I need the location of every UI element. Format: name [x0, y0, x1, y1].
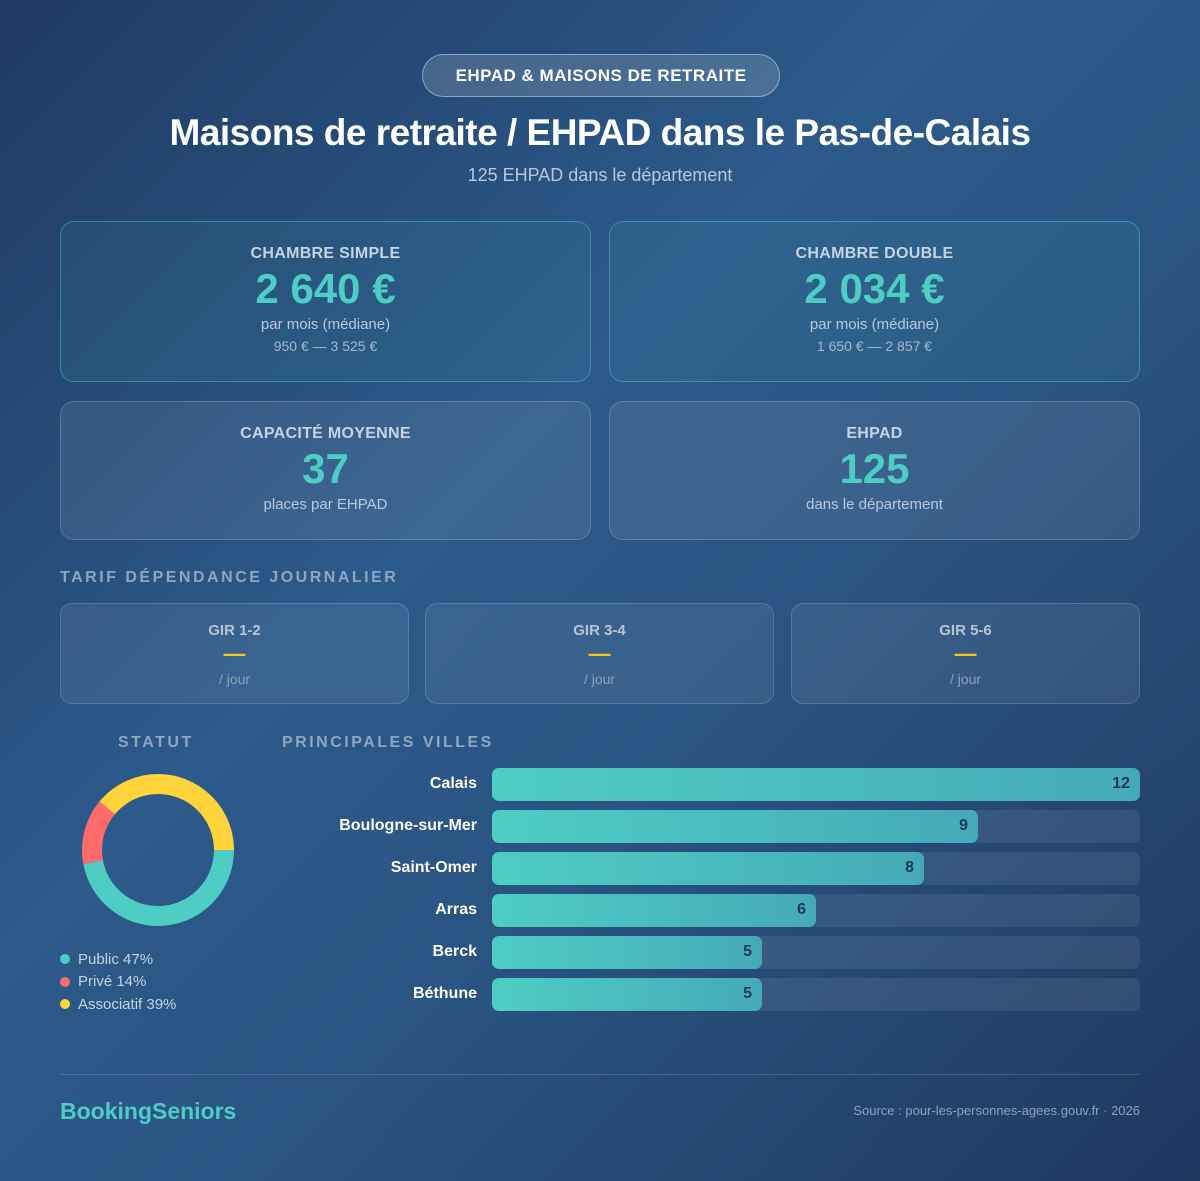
- gir-card-3-4: GIR 3-4 — / jour: [425, 603, 774, 704]
- gir-unit: / jour: [218, 671, 251, 687]
- legend-dot: [60, 999, 70, 1010]
- card-value: 2 640 €: [255, 265, 396, 312]
- bar-value-label: 6: [797, 901, 806, 918]
- card-sub: par mois (médiane): [260, 316, 391, 333]
- bar: 12: [492, 768, 1140, 801]
- bar-value-label: 5: [743, 985, 752, 1002]
- card-value: 37: [302, 445, 349, 492]
- footer-divider: [60, 1074, 1140, 1075]
- card-sub: dans le département: [806, 496, 943, 513]
- bar: 9: [492, 810, 978, 843]
- card-ehpad-count: EHPAD 125 dans le département: [609, 401, 1140, 540]
- gir-unit: / jour: [949, 671, 982, 687]
- card-capacite: CAPACITÉ MOYENNE 37 places par EHPAD: [60, 401, 591, 540]
- card-label: CHAMBRE DOUBLE: [795, 245, 954, 262]
- bar-row: Arras 6: [282, 894, 1140, 927]
- card-chambre-simple: CHAMBRE SIMPLE 2 640 € par mois (médiane…: [60, 221, 591, 382]
- brand-logo: BookingSeniors: [60, 1098, 237, 1124]
- bar-track: 8: [492, 852, 1140, 885]
- card-range: 1 650 € — 2 857 €: [816, 338, 933, 354]
- gir-value: —: [588, 641, 611, 666]
- donut-slice-associatif: [82, 774, 234, 926]
- card-sub: par mois (médiane): [809, 316, 940, 333]
- bar-row: Boulogne-sur-Mer 9: [282, 810, 1140, 843]
- donut-slice-privé: [82, 774, 234, 926]
- bar-category-label: Boulogne-sur-Mer: [339, 817, 477, 834]
- card-chambre-double: CHAMBRE DOUBLE 2 034 € par mois (médiane…: [609, 221, 1140, 382]
- gir-label: GIR 5-6: [939, 622, 992, 639]
- bar-track: 6: [492, 894, 1140, 927]
- gir-card-5-6: GIR 5-6 — / jour: [791, 603, 1140, 704]
- legend-label: Associatif 39%: [78, 995, 177, 1013]
- bar: 6: [492, 894, 816, 927]
- bar-track: 5: [492, 978, 1140, 1011]
- bar-category-label: Béthune: [413, 985, 477, 1002]
- statut-legend: Public 47% Privé 14% Associatif 39%: [60, 948, 176, 1016]
- bar-category-label: Saint-Omer: [390, 859, 477, 876]
- category-badge: EHPAD & MAISONS DE RETRAITE: [422, 54, 780, 97]
- legend-item: Public 47%: [60, 948, 176, 971]
- bar: 8: [492, 852, 924, 885]
- source-text: Source : pour-les-personnes-agees.gouv.f…: [853, 1103, 1140, 1118]
- card-sub: places par EHPAD: [263, 496, 388, 513]
- gir-unit: / jour: [583, 671, 616, 687]
- page-subtitle: 125 EHPAD dans le département: [467, 165, 733, 185]
- villes-title: PRINCIPALES VILLES: [282, 734, 494, 751]
- bar-value-label: 5: [743, 943, 752, 960]
- legend-item: Associatif 39%: [60, 993, 176, 1016]
- bar-category-label: Calais: [429, 775, 477, 792]
- bar-track: 12: [492, 768, 1140, 801]
- card-range: 950 € — 3 525 €: [273, 338, 378, 354]
- card-label: CAPACITÉ MOYENNE: [240, 425, 411, 442]
- gir-card-1-2: GIR 1-2 — / jour: [60, 603, 409, 704]
- tarif-section-title: TARIF DÉPENDANCE JOURNALIER: [60, 569, 399, 586]
- legend-label: Public 47%: [78, 950, 154, 968]
- bar-track: 5: [492, 936, 1140, 969]
- bar-track: 9: [492, 810, 1140, 843]
- legend-dot: [60, 976, 70, 987]
- bar-value-label: 9: [959, 817, 968, 834]
- bar-row: Berck 5: [282, 936, 1140, 969]
- bar: 5: [492, 978, 762, 1011]
- card-label: CHAMBRE SIMPLE: [250, 245, 401, 262]
- bar-row: Calais 12: [282, 768, 1140, 801]
- bar-value-label: 8: [905, 859, 914, 876]
- card-value: 125: [839, 445, 910, 492]
- card-value: 2 034 €: [804, 265, 945, 312]
- bar-category-label: Arras: [435, 901, 477, 918]
- page-title: Maisons de retraite / EHPAD dans le Pas-…: [169, 112, 1031, 153]
- legend-label: Privé 14%: [78, 973, 147, 991]
- bar-row: Saint-Omer 8: [282, 852, 1140, 885]
- statut-title: STATUT: [118, 734, 194, 751]
- bar-category-label: Berck: [432, 943, 477, 960]
- bar-row: Béthune 5: [282, 978, 1140, 1011]
- bar: 5: [492, 936, 762, 969]
- bar-value-label: 12: [1112, 775, 1130, 792]
- legend-dot: [60, 954, 70, 965]
- gir-value: —: [954, 641, 977, 666]
- statut-donut-chart: [82, 774, 234, 926]
- legend-item: Privé 14%: [60, 971, 176, 994]
- card-label: EHPAD: [846, 425, 903, 442]
- gir-label: GIR 1-2: [208, 622, 261, 639]
- gir-value: —: [223, 641, 246, 666]
- gir-label: GIR 3-4: [573, 622, 626, 639]
